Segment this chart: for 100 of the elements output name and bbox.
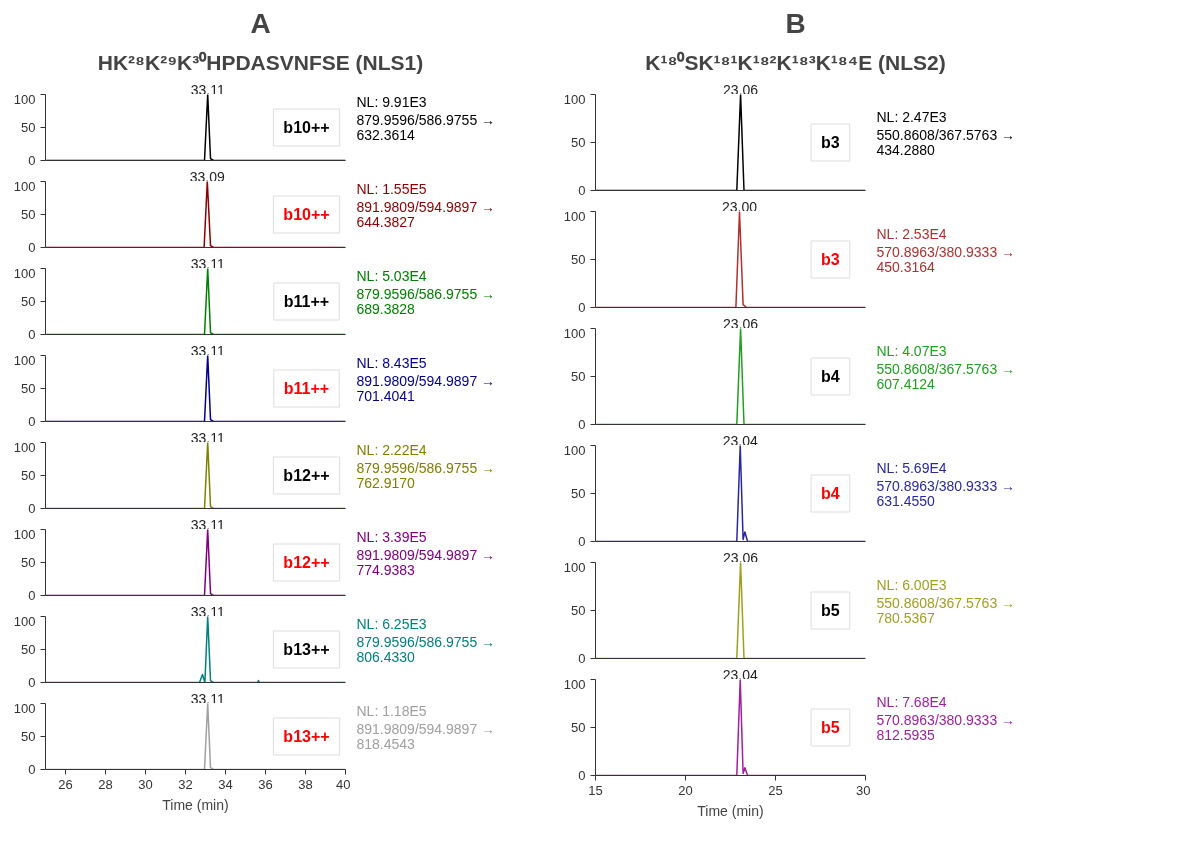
text: NL: 6.00E3 [876, 576, 947, 593]
annotation: 23.06 [723, 315, 759, 332]
y-tick-label: 100 [13, 91, 36, 107]
text: 879.9596/586.9755 → [356, 285, 496, 302]
y-tick-label: 0 [578, 651, 586, 666]
y-tick-label: 0 [28, 501, 36, 516]
text: 689.3828 [356, 300, 416, 317]
y-tick-label: 50 [571, 720, 586, 735]
text: NL: 2.47E3 [876, 108, 947, 125]
x-axis-title: Time (min) [697, 802, 764, 819]
annotation: b13++ [283, 728, 330, 745]
annotation: 33.11 [190, 516, 225, 533]
annotation: b4 [821, 485, 840, 502]
y-tick-label: 50 [21, 207, 36, 222]
text: 891.9809/594.9897 → [356, 546, 496, 563]
y-tick-label: 100 [563, 208, 586, 224]
x-tick-label: 40 [336, 776, 351, 792]
y-tick-label: 100 [13, 178, 36, 194]
y-tick-label: 100 [13, 352, 36, 368]
text: 879.9596/586.9755 → [356, 459, 496, 476]
annotation: b12++ [283, 554, 330, 571]
x-tick-label: 30 [138, 776, 153, 792]
text: NL: 8.43E5 [356, 354, 427, 371]
annotation: 33.11 [190, 429, 225, 446]
annotation: b5 [821, 719, 840, 736]
text: 891.9809/594.9897 → [356, 372, 496, 389]
annotation: 23.06 [723, 81, 759, 98]
y-tick-label: 0 [28, 327, 36, 342]
y-tick-label: 0 [578, 534, 586, 549]
y-tick-label: 50 [21, 468, 36, 483]
y-tick-label: 50 [21, 120, 36, 135]
annotation: b10++ [283, 206, 330, 223]
chart-subtitle: K¹⁸⁰SK¹⁸¹K¹⁸²K¹⁸³K¹⁸⁴E (NLS2) [645, 50, 946, 74]
text: 762.9170 [356, 474, 416, 491]
text: 434.2880 [876, 141, 936, 158]
text: 631.4550 [876, 492, 936, 509]
y-tick-label: 50 [21, 729, 36, 744]
annotation: b3 [821, 251, 840, 268]
text: 550.8608/367.5763 → [876, 126, 1016, 143]
text: NL: 2.53E4 [876, 225, 947, 242]
text: 879.9596/586.9755 → [356, 111, 496, 128]
text: NL: 7.68E4 [876, 693, 947, 710]
y-tick-label: 100 [563, 676, 586, 692]
annotation: 33.11 [190, 342, 225, 359]
text: NL: 4.07E3 [876, 342, 947, 359]
x-tick-label: 20 [678, 782, 693, 798]
annotation: 23.06 [723, 549, 759, 566]
annotation: 33.11 [190, 690, 225, 707]
y-tick-label: 50 [21, 642, 36, 657]
text: NL: 5.69E4 [876, 459, 947, 476]
y-tick-label: 0 [28, 762, 36, 777]
text: 806.4330 [356, 648, 416, 665]
annotation: 33.11 [190, 603, 225, 620]
text: 818.4543 [356, 735, 416, 752]
y-tick-label: 50 [571, 603, 586, 618]
text: 570.8963/380.9333 → [876, 243, 1016, 260]
y-tick-label: 0 [578, 183, 586, 198]
text: NL: 1.55E5 [356, 180, 427, 197]
text: 450.3164 [876, 258, 936, 275]
annotation: b13++ [283, 641, 330, 658]
text: 891.9809/594.9897 → [356, 720, 496, 737]
x-tick-label: 32 [178, 776, 193, 792]
annotation: b3 [821, 134, 840, 151]
x-tick-label: 36 [258, 776, 273, 792]
text: NL: 3.39E5 [356, 528, 427, 545]
text: NL: 5.03E4 [356, 267, 427, 284]
y-tick-label: 50 [21, 555, 36, 570]
y-tick-label: 50 [571, 252, 586, 267]
text: 879.9596/586.9755 → [356, 633, 496, 650]
annotation: 33.11 [190, 81, 225, 98]
annotation: 23.00 [721, 198, 758, 215]
x-axis-title: Time (min) [162, 796, 229, 813]
y-tick-label: 0 [28, 675, 36, 690]
y-tick-label: 100 [13, 439, 36, 455]
text: NL: 6.25E3 [356, 615, 427, 632]
y-tick-label: 0 [28, 588, 36, 603]
annotation: b11++ [283, 380, 330, 397]
chart-title: B [785, 7, 806, 39]
text: 607.4124 [876, 375, 936, 392]
y-tick-label: 100 [563, 442, 586, 458]
y-tick-label: 100 [563, 559, 586, 575]
text: 570.8963/380.9333 → [876, 477, 1016, 494]
y-tick-label: 0 [28, 240, 36, 255]
text: 570.8963/380.9333 → [876, 711, 1016, 728]
y-tick-label: 0 [578, 300, 586, 315]
annotation: b5 [821, 602, 840, 619]
text: NL: 2.22E4 [356, 441, 427, 458]
annotation: b11++ [283, 293, 330, 310]
annotation: b12++ [283, 467, 330, 484]
y-tick-label: 50 [571, 135, 586, 150]
y-tick-label: 0 [578, 417, 586, 432]
y-tick-label: 50 [571, 369, 586, 384]
annotation: 23.04 [722, 666, 758, 683]
text: 644.3827 [356, 213, 416, 230]
annotation: 33.11 [190, 255, 225, 272]
chart-title: A [250, 7, 271, 39]
text: 780.5367 [876, 609, 936, 626]
text: NL: 9.91E3 [356, 93, 427, 110]
annotation: b4 [821, 368, 840, 385]
x-tick-label: 30 [856, 782, 871, 798]
